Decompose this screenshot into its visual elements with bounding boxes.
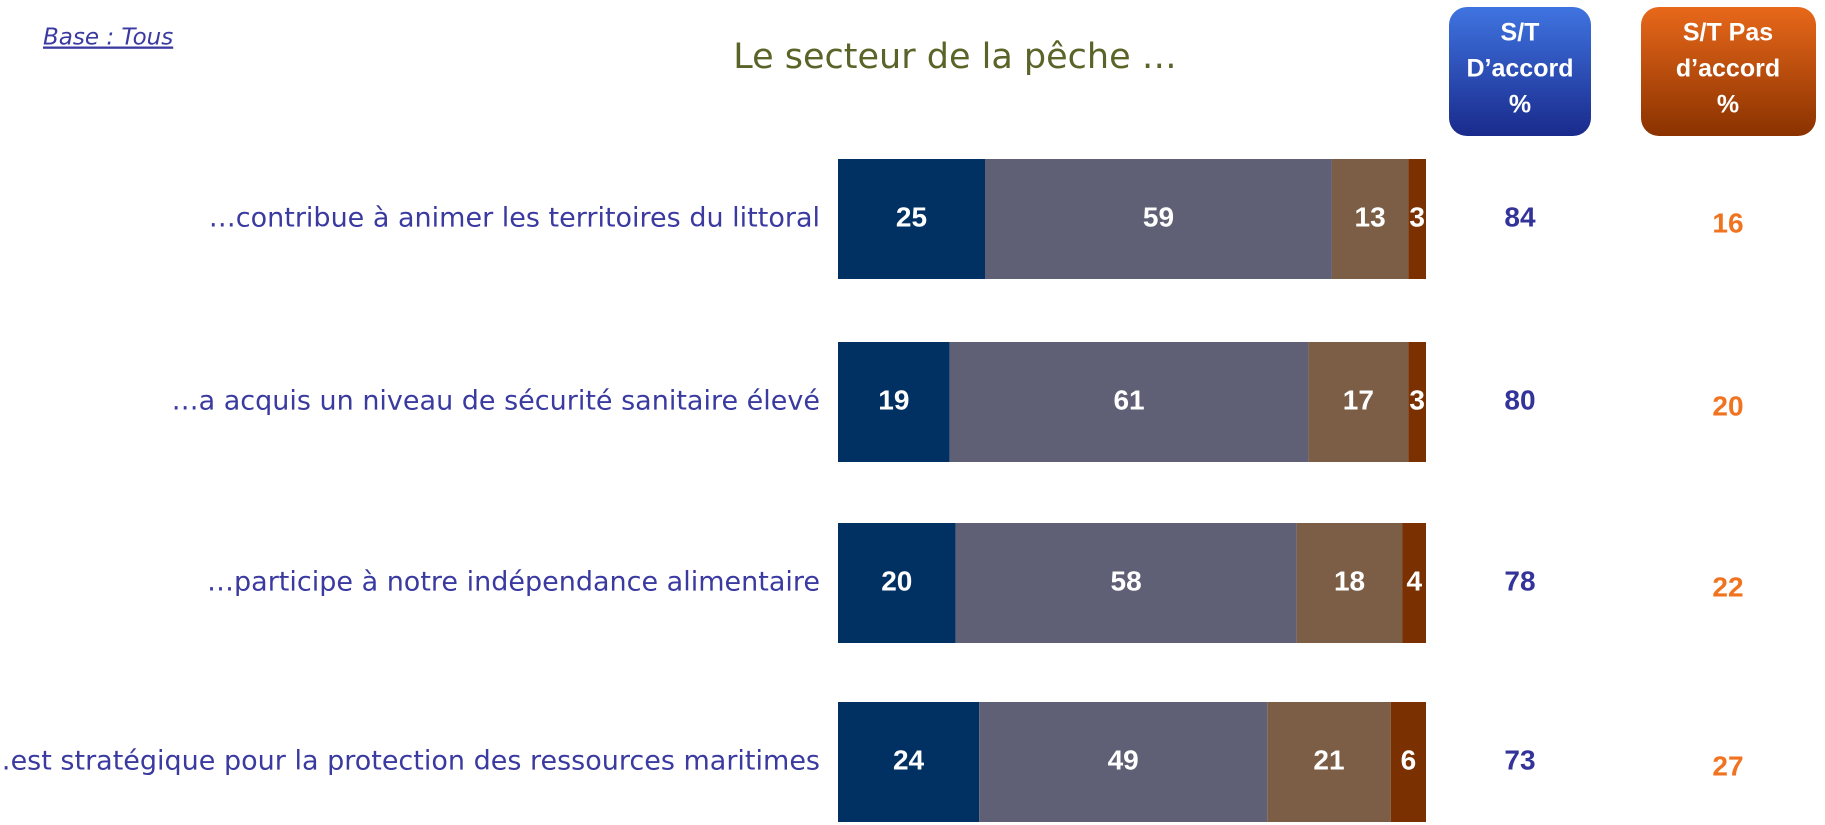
bar-segment xyxy=(1408,159,1426,279)
header-box xyxy=(1449,7,1591,136)
data-label: 19 xyxy=(878,384,909,415)
bar-segment xyxy=(1296,523,1403,643)
data-label: 21 xyxy=(1313,744,1344,775)
data-label: 13 xyxy=(1355,201,1386,232)
bar-segment xyxy=(1402,523,1426,643)
bar-segment xyxy=(985,159,1332,279)
bar-segment xyxy=(838,702,980,822)
column-header: S/T Pas xyxy=(1683,19,1773,47)
bar-segment xyxy=(1267,702,1391,822)
summary-value: 16 xyxy=(1712,207,1743,238)
column-header: % xyxy=(1717,91,1739,119)
data-label: 6 xyxy=(1401,744,1417,775)
data-label: 4 xyxy=(1406,565,1422,596)
summary-value: 22 xyxy=(1712,571,1743,602)
bar-segment xyxy=(1331,159,1409,279)
data-label: 17 xyxy=(1343,384,1374,415)
column-header: S/T xyxy=(1501,19,1540,47)
base-note: Base : Tous xyxy=(43,25,173,51)
data-label: 49 xyxy=(1108,744,1139,775)
data-label: 25 xyxy=(896,201,927,232)
bar-segment xyxy=(1390,702,1426,822)
header-box xyxy=(1641,7,1816,136)
data-label: 24 xyxy=(893,744,925,775)
category-label: …a acquis un niveau de sécurité sanitair… xyxy=(172,386,820,417)
data-label: 18 xyxy=(1334,565,1365,596)
category-label: …contribue à animer les territoires du l… xyxy=(209,203,820,234)
data-label: 59 xyxy=(1143,201,1174,232)
bar-segment xyxy=(1408,342,1426,462)
summary-value: 84 xyxy=(1504,201,1536,232)
bar-segment xyxy=(955,523,1297,643)
bar-segment xyxy=(979,702,1268,822)
column-header: d’accord xyxy=(1676,55,1780,83)
data-label: 61 xyxy=(1113,384,1144,415)
summary-value: 20 xyxy=(1712,390,1743,421)
column-header: D’accord xyxy=(1467,55,1574,83)
data-label: 58 xyxy=(1111,565,1142,596)
summary-value: 27 xyxy=(1712,750,1743,781)
chart-title: Le secteur de la pêche … xyxy=(733,37,1177,77)
bar-segment xyxy=(838,342,950,462)
data-label: 20 xyxy=(881,565,912,596)
bar-segment xyxy=(838,523,956,643)
bar-segment xyxy=(1308,342,1409,462)
category-label: …participe à notre indépendance alimenta… xyxy=(207,567,820,598)
data-label: 3 xyxy=(1409,384,1425,415)
category-label: …est stratégique pour la protection des … xyxy=(0,746,820,777)
data-label: 3 xyxy=(1409,201,1425,232)
summary-value: 73 xyxy=(1504,744,1535,775)
bar-segment xyxy=(949,342,1309,462)
column-header: % xyxy=(1509,91,1531,119)
bar-segment xyxy=(838,159,985,279)
summary-value: 78 xyxy=(1504,565,1535,596)
summary-value: 80 xyxy=(1504,384,1535,415)
